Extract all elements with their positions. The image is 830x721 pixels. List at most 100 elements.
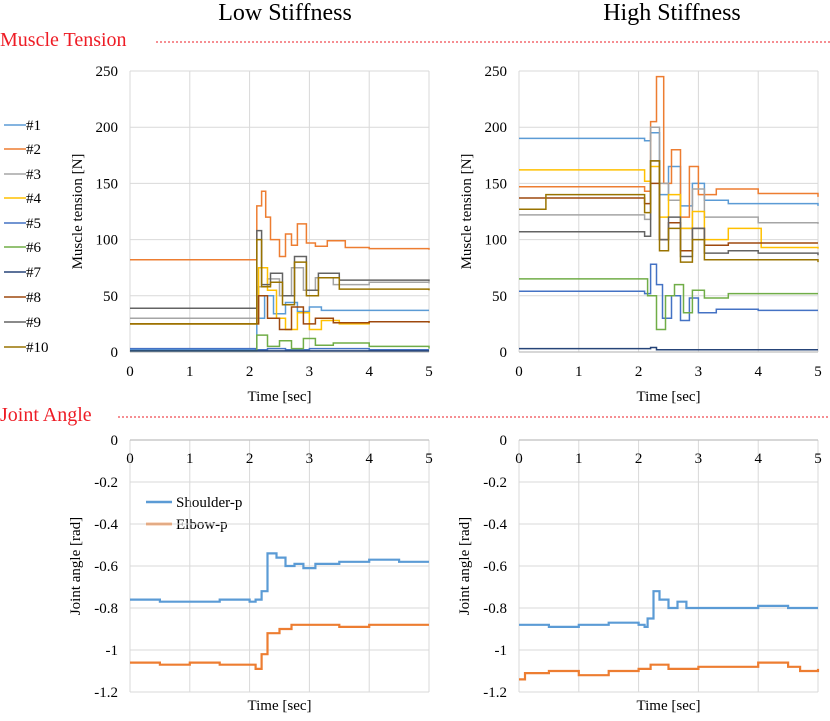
x-tick-label: 1 [575, 364, 583, 380]
y-axis-title: Joint angle [rad] [457, 517, 473, 615]
y-tick-label: 200 [485, 120, 508, 136]
series-line-m2 [130, 190, 430, 261]
tension-legend-label: #6 [26, 240, 42, 256]
series-line-elbow-p [130, 623, 429, 670]
tension-legend-label: #1 [26, 118, 41, 134]
series-line-m5 [519, 263, 818, 322]
chart-high-angle: 0 -0.2 -0.4 -0.6 -0.8 -1 -1.2 0 1 2 3 4 5 Time [sec] J… [457, 433, 822, 714]
x-tick-label: 4 [754, 451, 762, 467]
y-tick-label: -0.6 [483, 559, 507, 575]
tension-legend-item: #6 [4, 240, 42, 256]
x-tick-label: 4 [365, 451, 373, 467]
x-tick-label: 3 [695, 451, 703, 467]
tension-legend-item: #4 [4, 191, 42, 207]
y-tick-label: 150 [485, 176, 508, 192]
x-tick-label: 1 [575, 451, 583, 467]
tension-legend-label: #8 [26, 290, 41, 306]
header-low-stiffness: Low Stiffness [218, 0, 352, 26]
y-tick-label: -0.2 [94, 475, 118, 491]
tension-legend-item: #9 [4, 315, 41, 331]
y-tick-label: -0.8 [483, 601, 507, 617]
tension-legend-item: #1 [4, 118, 41, 134]
x-tick-label: 5 [814, 451, 822, 467]
series-line-m5 [130, 347, 429, 351]
x-tick-label: 1 [186, 451, 194, 467]
x-tick-label: 3 [306, 364, 314, 380]
x-tick-label: 0 [515, 451, 523, 467]
y-axis-title: Muscle tension [N] [70, 154, 86, 270]
tension-legend-label: #10 [26, 340, 49, 356]
tension-legend-label: #7 [26, 265, 42, 281]
y-tick-label: 50 [492, 289, 507, 305]
series-line-m8 [130, 295, 430, 331]
y-tick-label: 150 [96, 176, 119, 192]
x-tick-label: 4 [365, 364, 373, 380]
tension-legend-item: #8 [4, 290, 41, 306]
series-line-shoulder-p [130, 552, 429, 603]
x-tick-label: 0 [515, 364, 523, 380]
chart-high-tension: 0 50 100 150 200 250 0 1 2 3 4 5 Time [sec] Muscle te… [459, 64, 822, 405]
y-tick-label: -0.6 [94, 559, 118, 575]
y-tick-label: 250 [485, 64, 508, 80]
x-axis-title: Time [sec] [636, 389, 700, 405]
y-tick-label: -0.4 [483, 517, 507, 533]
series-line-m6 [519, 278, 818, 331]
y-tick-label: 0 [111, 433, 119, 449]
series-line-shoulder-p [519, 590, 818, 628]
series-line-m10 [130, 238, 430, 325]
y-tick-label: 0 [111, 345, 119, 361]
x-tick-label: 2 [635, 451, 643, 467]
series-line-m6 [130, 334, 430, 352]
angle-legend: Shoulder-p Elbow-p [146, 495, 242, 533]
angle-legend-item: Elbow-p [146, 517, 228, 533]
x-tick-label: 2 [246, 451, 254, 467]
y-tick-label: 50 [103, 289, 118, 305]
y-tick-label: 0 [500, 433, 508, 449]
angle-legend-label: Elbow-p [176, 517, 228, 533]
x-axis-title: Time [sec] [247, 698, 311, 714]
x-tick-label: 5 [425, 364, 433, 380]
series-line-elbow-p [519, 661, 820, 681]
x-tick-label: 1 [186, 364, 194, 380]
y-tick-label: -0.4 [94, 517, 118, 533]
header-high-stiffness: High Stiffness [603, 0, 741, 26]
tension-legend-label: #3 [26, 167, 41, 183]
x-tick-label: 4 [754, 364, 762, 380]
x-tick-label: 2 [246, 364, 254, 380]
chart-low-angle: 0 -0.2 -0.4 -0.6 -0.8 -1 -1.2 0 1 2 3 4 5 Time [sec] J… [68, 433, 433, 714]
y-tick-label: -1.2 [483, 685, 507, 701]
y-axis-title: Muscle tension [N] [459, 154, 475, 270]
x-tick-label: 0 [126, 364, 134, 380]
section-muscle-tension: Muscle Tension [0, 29, 127, 51]
y-tick-label: 200 [96, 120, 119, 136]
x-axis-title: Time [sec] [636, 698, 700, 714]
series-line-m7 [519, 346, 818, 351]
section-joint-angle: Joint Angle [0, 404, 92, 426]
y-tick-label: 100 [96, 233, 119, 249]
x-tick-label: 5 [814, 364, 822, 380]
y-axis-title: Joint angle [rad] [68, 517, 84, 615]
y-tick-label: 250 [96, 64, 119, 80]
series-line-m10 [519, 160, 819, 263]
y-tick-label: 0 [500, 345, 508, 361]
y-tick-label: 100 [485, 233, 508, 249]
tension-legend-item: #7 [4, 265, 42, 281]
x-tick-label: 3 [306, 451, 314, 467]
tension-legend-label: #5 [26, 216, 41, 232]
tension-legend-item: #3 [4, 167, 41, 183]
tension-legend-item: #2 [4, 142, 41, 158]
x-axis-title: Time [sec] [247, 389, 311, 405]
angle-legend-item: Shoulder-p [146, 495, 242, 511]
x-tick-label: 5 [425, 451, 433, 467]
x-tick-label: 2 [635, 364, 643, 380]
tension-legend-label: #9 [26, 315, 41, 331]
x-tick-label: 0 [126, 451, 134, 467]
tension-legend: #1 #2 #3 #4 #5 #6 #7 #8 [4, 118, 49, 356]
series-line-m3 [130, 266, 430, 320]
series-line-m4 [130, 266, 430, 331]
x-tick-label: 3 [695, 364, 703, 380]
y-tick-label: -0.2 [483, 475, 507, 491]
tension-legend-label: #2 [26, 142, 41, 158]
